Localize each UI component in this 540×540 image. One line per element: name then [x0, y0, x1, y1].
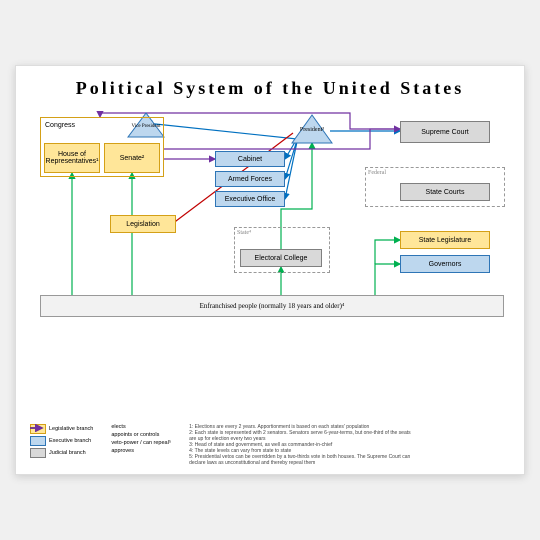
swatch-icon: [30, 436, 46, 446]
legend-label: appoints or controls: [111, 432, 159, 438]
legend-label: Executive branch: [49, 438, 91, 444]
president-label: President³: [290, 127, 334, 133]
edge: [146, 123, 297, 139]
legend-item: Executive branch: [30, 436, 93, 446]
electoral-box: Electoral College: [240, 249, 322, 267]
legend: Legislative branch Executive branch Judici…: [30, 424, 510, 466]
edge: [285, 137, 298, 159]
edge: [375, 264, 400, 295]
page-title: Political System of the United States: [30, 78, 510, 99]
supreme-box: Supreme Court: [400, 121, 490, 143]
senate-label: Senate²: [120, 155, 145, 162]
swatch-icon: [30, 424, 46, 434]
swatch-icon: [30, 448, 46, 458]
vp-label: Vice President: [130, 123, 162, 129]
edge: [375, 240, 400, 264]
edge: [285, 137, 298, 179]
legend-label: Judicial branch: [49, 450, 86, 456]
legend-label: elects: [111, 424, 125, 430]
legend-label: Legislative branch: [49, 426, 93, 432]
congress-label: Congress: [45, 122, 75, 129]
legend-label: approves: [111, 448, 134, 454]
legislation-box: Legislation: [110, 215, 176, 233]
legend-item: Judicial branch: [30, 448, 93, 458]
legend-item: veto-power / can repeal⁵: [111, 440, 171, 446]
footnote-line: 5: Presidential vetos can be overridden …: [189, 454, 419, 466]
execoffice-box: Executive Office: [215, 191, 285, 207]
edge: [285, 137, 298, 199]
poster: Political System of the United States Co…: [15, 65, 525, 475]
diagram-area: Congress House of Representatives¹ Senat…: [30, 109, 510, 369]
people-bar: Enfranchised people (normally 18 years a…: [40, 295, 504, 317]
legend-branches: Legislative branch Executive branch Judici…: [30, 424, 93, 466]
senate-box: Senate²: [104, 143, 160, 173]
edge: [164, 129, 400, 149]
governors-box: Governors: [400, 255, 490, 273]
footnote-line: 2: Each state is represented with 2 sena…: [189, 430, 419, 442]
cabinet-box: Cabinet: [215, 151, 285, 167]
house-box: House of Representatives¹: [44, 143, 100, 173]
legend-item: approves: [111, 448, 171, 454]
legend-item: appoints or controls: [111, 432, 171, 438]
footnotes: 1: Elections are every 2 years. Apportio…: [189, 424, 419, 466]
armed-box: Armed Forces: [215, 171, 285, 187]
house-label: House of Representatives¹: [46, 151, 99, 165]
legend-label: veto-power / can repeal⁵: [111, 440, 171, 446]
legend-item: Legislative branch: [30, 424, 93, 434]
legend-arrows: elects appoints or controls veto-power / c…: [111, 424, 171, 466]
statecourts-box: State Courts: [400, 183, 490, 201]
statelegis-box: State Legislature: [400, 231, 490, 249]
legend-item: elects: [111, 424, 171, 430]
